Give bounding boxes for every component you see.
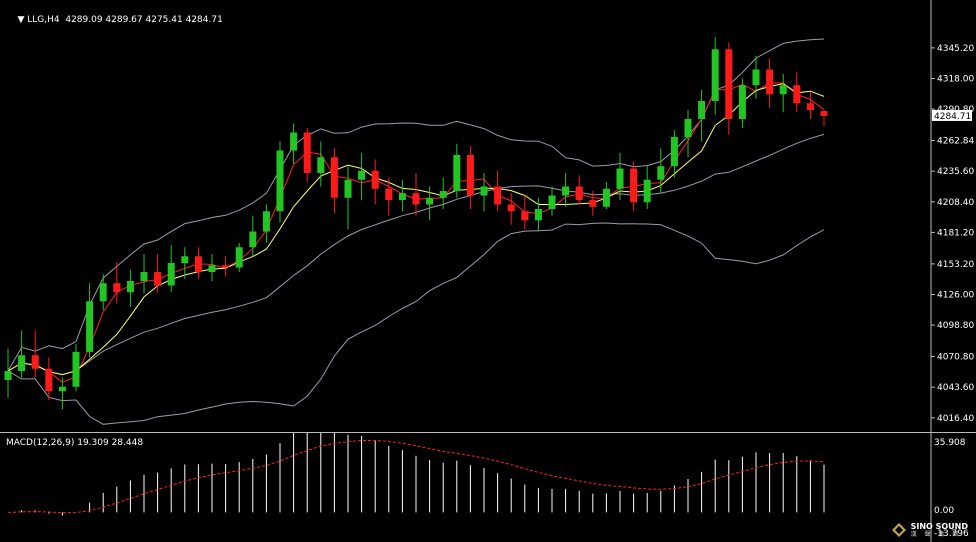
current-price-label: 4284.71 (934, 112, 971, 122)
candle (303, 128, 311, 182)
plot-area (0, 0, 931, 433)
candle (643, 166, 651, 209)
candle (385, 177, 393, 216)
candle (562, 173, 570, 207)
macd-header: MACD(12,26,9) 19.309 28.448 (6, 438, 144, 448)
logo-mark-icon (891, 523, 906, 537)
price-tick-label: 4208.40 (937, 198, 974, 208)
price-tick-label: 4098.80 (937, 321, 974, 331)
ohlc-values: 4289.09 4289.67 4275.41 4284.71 (65, 15, 223, 25)
candle (371, 159, 379, 205)
candle (290, 123, 298, 164)
candle (72, 344, 80, 392)
price-tick-label: 4318.00 (937, 75, 974, 85)
candle (779, 74, 787, 113)
candle (208, 254, 216, 281)
candle (494, 170, 502, 212)
candle (113, 261, 121, 304)
candle (752, 56, 760, 99)
candle (140, 254, 148, 294)
symbol-timeframe: LLG,H4 (27, 15, 60, 25)
price-chart[interactable]: 4345.204318.004290.804262.844235.604208.… (0, 0, 976, 433)
logo-name: SINO SOUND (910, 522, 968, 531)
macd-tick-zero: 0.00 (934, 506, 954, 516)
sino-sound-logo: SINO SOUND 漢 聲 集 團 (891, 522, 968, 538)
price-tick-label: 4043.60 (937, 383, 974, 393)
price-axis: 4345.204318.004290.804262.844235.604208.… (931, 44, 974, 424)
candle (181, 247, 189, 279)
candle (725, 42, 733, 135)
candle (670, 130, 678, 178)
candle (249, 215, 257, 257)
price-tick-label: 4016.40 (937, 414, 974, 424)
candle (548, 186, 556, 216)
candle (398, 179, 406, 212)
macd-tick-min: -13.796 (934, 529, 969, 539)
candle (521, 195, 529, 230)
candle (589, 191, 597, 216)
candle (806, 92, 814, 119)
candle (616, 152, 624, 200)
candle (194, 247, 202, 279)
candles (4, 36, 828, 410)
candle (534, 197, 542, 232)
candle (358, 152, 366, 200)
candle (602, 182, 610, 209)
candle (4, 348, 12, 398)
candle (344, 166, 352, 230)
price-tick-label: 4262.84 (937, 137, 974, 147)
price-tick-label: 4345.20 (937, 44, 974, 54)
candle (412, 173, 420, 216)
candle (711, 36, 719, 115)
logo-sub: 漢 聲 集 團 (910, 531, 962, 538)
bb-lower-line (7, 222, 825, 425)
candle (738, 78, 746, 128)
macd-panel[interactable]: 35.908 0.00 -13.796 (0, 433, 976, 542)
candle (99, 274, 107, 311)
candle (262, 204, 270, 243)
candle (58, 377, 66, 410)
candle (330, 148, 338, 214)
price-tick-label: 4153.20 (937, 260, 974, 270)
candle (766, 58, 774, 108)
macd-histogram (21, 433, 825, 516)
price-tick-label: 4070.80 (937, 353, 974, 363)
candle (222, 256, 230, 277)
candle (820, 110, 828, 127)
candle (317, 141, 325, 187)
current-price-marker: 4284.71 (932, 109, 972, 122)
candle (126, 269, 134, 307)
chart-header: ▼ LLG,H4 4289.09 4289.67 4275.41 4284.71 (6, 5, 223, 35)
price-tick-label: 4126.00 (937, 291, 974, 301)
candle (466, 146, 474, 209)
candle (453, 143, 461, 198)
price-tick-label: 4181.20 (937, 228, 974, 238)
candle (86, 283, 94, 358)
candle (793, 71, 801, 113)
header-dropdown-icon[interactable]: ▼ (17, 15, 28, 25)
candle (18, 330, 26, 378)
candle (31, 330, 39, 378)
candle (276, 141, 284, 223)
candle (439, 177, 447, 209)
macd-tick-max: 35.908 (934, 438, 966, 448)
candle (657, 148, 665, 194)
candle (684, 110, 692, 158)
candle (480, 173, 488, 212)
candle (507, 193, 515, 225)
price-tick-label: 4235.60 (937, 167, 974, 177)
candle (45, 357, 53, 401)
candle (154, 254, 162, 293)
candle (630, 161, 638, 212)
candle (575, 175, 583, 205)
candle (235, 242, 243, 272)
candle (426, 186, 434, 221)
candle (698, 89, 706, 142)
candle (167, 245, 175, 293)
